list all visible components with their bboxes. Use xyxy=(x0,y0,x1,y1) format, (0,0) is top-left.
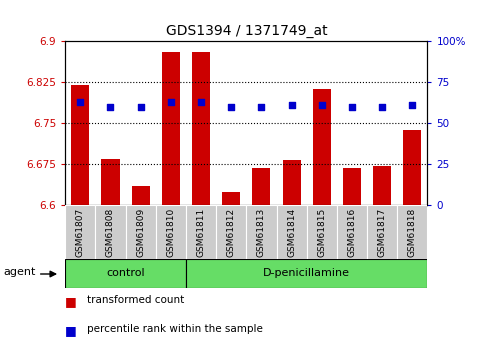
Text: GSM61807: GSM61807 xyxy=(76,207,85,257)
Bar xyxy=(246,205,276,259)
Point xyxy=(107,104,114,110)
Point xyxy=(318,102,326,108)
Bar xyxy=(397,205,427,259)
Bar xyxy=(71,85,89,205)
Bar xyxy=(65,205,96,259)
Point xyxy=(348,104,356,110)
Point xyxy=(227,104,235,110)
Text: GSM61812: GSM61812 xyxy=(227,207,236,257)
Bar xyxy=(283,160,300,205)
Point xyxy=(378,104,386,110)
Point xyxy=(76,99,84,105)
Bar xyxy=(131,186,150,205)
Point xyxy=(137,104,144,110)
Bar xyxy=(343,168,361,205)
Point xyxy=(257,104,265,110)
Text: GSM61816: GSM61816 xyxy=(347,207,356,257)
Bar xyxy=(253,168,270,205)
Bar xyxy=(186,205,216,259)
Bar xyxy=(192,52,210,205)
Bar xyxy=(367,205,397,259)
Point xyxy=(167,99,175,105)
Bar xyxy=(307,205,337,259)
Text: D-penicillamine: D-penicillamine xyxy=(263,268,350,278)
Text: GSM61813: GSM61813 xyxy=(257,207,266,257)
Point xyxy=(197,99,205,105)
Text: GSM61818: GSM61818 xyxy=(408,207,417,257)
Bar xyxy=(276,205,307,259)
Bar xyxy=(65,259,186,288)
Bar xyxy=(126,205,156,259)
Bar xyxy=(373,166,391,205)
Text: GSM61809: GSM61809 xyxy=(136,207,145,257)
Text: GSM61810: GSM61810 xyxy=(166,207,175,257)
Bar xyxy=(162,52,180,205)
Text: ■: ■ xyxy=(65,295,77,308)
Bar xyxy=(101,159,120,205)
Bar xyxy=(186,259,427,288)
Text: agent: agent xyxy=(3,267,36,277)
Text: GSM61815: GSM61815 xyxy=(317,207,327,257)
Bar xyxy=(222,191,241,205)
Text: GSM61817: GSM61817 xyxy=(378,207,387,257)
Text: GSM61814: GSM61814 xyxy=(287,207,296,257)
Text: GSM61811: GSM61811 xyxy=(197,207,206,257)
Bar xyxy=(337,205,367,259)
Bar xyxy=(313,89,331,205)
Bar xyxy=(96,205,126,259)
Point xyxy=(409,102,416,108)
Text: percentile rank within the sample: percentile rank within the sample xyxy=(87,324,263,334)
Point xyxy=(288,102,296,108)
Title: GDS1394 / 1371749_at: GDS1394 / 1371749_at xyxy=(166,23,327,38)
Text: transformed count: transformed count xyxy=(87,295,184,305)
Text: control: control xyxy=(106,268,145,278)
Bar xyxy=(216,205,246,259)
Text: GSM61808: GSM61808 xyxy=(106,207,115,257)
Bar xyxy=(156,205,186,259)
Bar xyxy=(403,130,421,205)
Text: ■: ■ xyxy=(65,324,77,337)
